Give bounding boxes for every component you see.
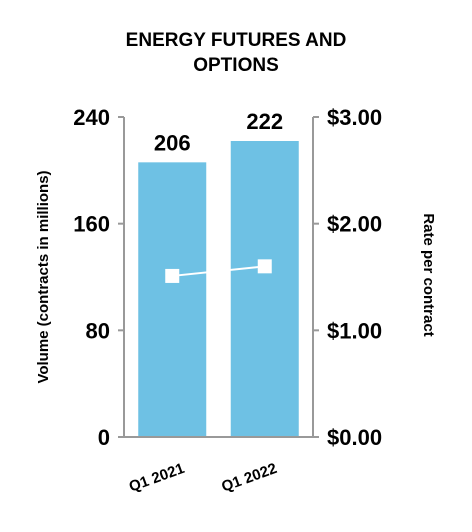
- rate-line: [172, 265, 265, 277]
- category-label: Q1 2021: [127, 460, 187, 496]
- rate-marker: [165, 268, 180, 283]
- chart-title-line-1: ENERGY FUTURES AND: [125, 30, 347, 51]
- bar-data-label: 206: [154, 130, 191, 155]
- volume-bar: [138, 162, 207, 438]
- category-label: Q1 2022: [219, 460, 279, 496]
- rate-marker: [257, 259, 272, 274]
- right-tick-label: $3.00: [327, 105, 382, 130]
- right-tick-label: $0.00: [327, 425, 382, 450]
- left-tick-label: 0: [98, 425, 110, 450]
- chart-title-line-2: OPTIONS: [193, 55, 279, 76]
- left-axis-title: Volume (contracts in millions): [35, 170, 52, 383]
- left-tick-label: 240: [73, 105, 110, 130]
- bar-data-label: 222: [246, 109, 283, 134]
- right-tick-label: $1.00: [327, 318, 382, 343]
- left-tick-label: 80: [86, 318, 110, 343]
- right-axis-title: Rate per contract: [420, 213, 437, 336]
- volume-bar: [230, 141, 299, 437]
- left-tick-label: 160: [73, 212, 110, 237]
- right-tick-label: $2.00: [327, 212, 382, 237]
